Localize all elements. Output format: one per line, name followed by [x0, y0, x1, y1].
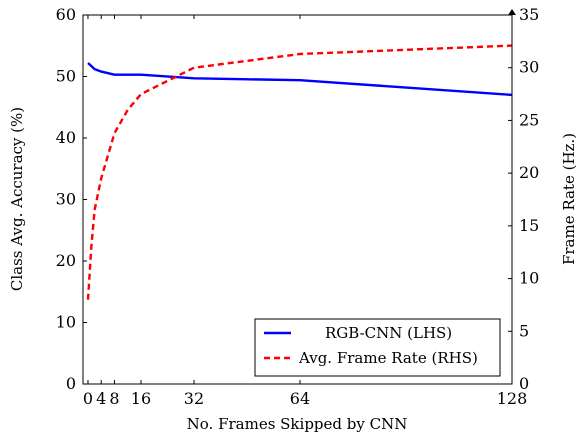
right-axis-arrowhead: [508, 9, 516, 15]
y-right-tick-label: 0: [519, 374, 529, 393]
legend-label-rgb-cnn: RGB-CNN (LHS): [325, 324, 452, 342]
x-tick-label: 16: [131, 389, 151, 408]
y-axis-left-label: Class Avg. Accuracy (%): [8, 107, 26, 291]
y-left-tick-label: 50: [56, 67, 76, 86]
x-tick-label: 64: [290, 389, 310, 408]
legend-label-frame-rate: Avg. Frame Rate (RHS): [298, 349, 478, 367]
y-right-tick-label: 5: [519, 321, 529, 340]
legend: RGB-CNN (LHS) Avg. Frame Rate (RHS): [255, 319, 500, 376]
y-left-tick-label: 30: [56, 190, 76, 209]
y-right-tick-label: 35: [519, 5, 539, 24]
series-line-rgb-cnn: [88, 63, 512, 95]
x-tick-label: 4: [96, 389, 106, 408]
y-right-tick-label: 20: [519, 163, 539, 182]
y-left-tick-label: 60: [56, 5, 76, 24]
x-tick-label: 8: [109, 389, 119, 408]
y-left-tick-label: 10: [56, 313, 76, 332]
series-layer: [88, 46, 512, 300]
series-line-frame-rate: [88, 46, 512, 300]
y-right-tick-label: 10: [519, 269, 539, 288]
x-axis-label: No. Frames Skipped by CNN: [187, 415, 408, 433]
y-left-tick-label: 40: [56, 128, 76, 147]
x-tick-label: 32: [184, 389, 204, 408]
y-left-tick-label: 20: [56, 251, 76, 270]
y-right-tick-label: 25: [519, 110, 539, 129]
y-axis-right-label: Frame Rate (Hz.): [560, 133, 578, 265]
y-right-tick-label: 30: [519, 58, 539, 77]
x-tick-label: 0: [83, 389, 93, 408]
y-left-tick-label: 0: [66, 374, 76, 393]
y-right-tick-label: 15: [519, 216, 539, 235]
